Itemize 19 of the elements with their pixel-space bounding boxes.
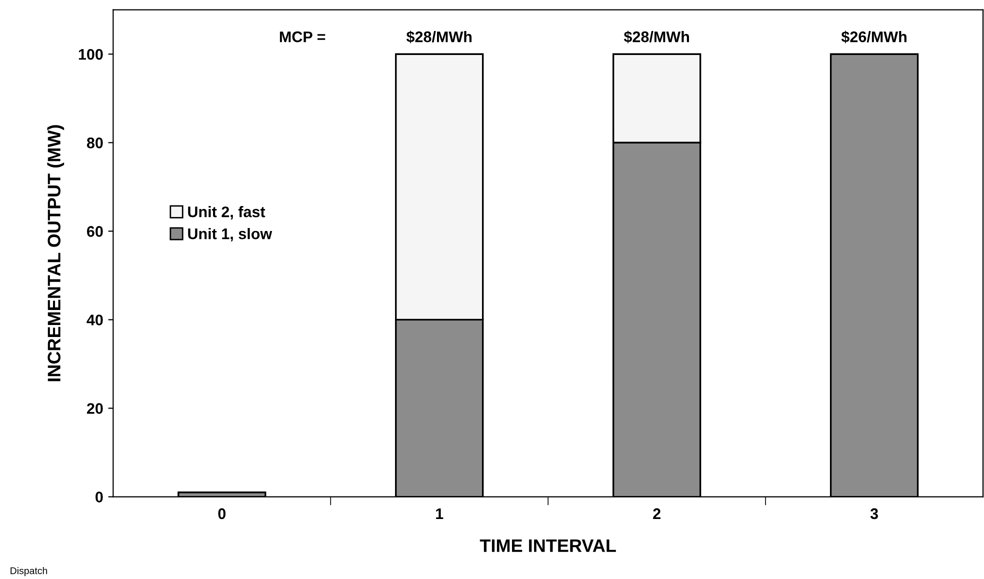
- text: Dispatch: [10, 567, 48, 576]
- legend-label: Unit 2, fast: [188, 206, 266, 220]
- annotation: $28/MWh: [406, 30, 472, 44]
- y-tick-label: 100: [78, 48, 103, 60]
- annotation: MCP =: [280, 31, 326, 42]
- y-axis-title: INCREMENTAL OUTPUT (MW): [47, 125, 64, 382]
- annotation: $26/MWh: [841, 30, 906, 44]
- x-tick-label: 3: [870, 508, 878, 520]
- y-tick-label: 0: [96, 492, 103, 502]
- y-tick-label: 80: [86, 138, 103, 148]
- y-tick-label: 20: [86, 403, 103, 414]
- x-tick-label: 0: [218, 508, 226, 520]
- x-tick-label: 1: [436, 508, 444, 519]
- x-tick-label: 2: [653, 508, 660, 519]
- y-tick-label: 60: [87, 226, 103, 237]
- y-tick-label: 40: [86, 314, 103, 326]
- x-axis-title: TIME INTERVAL: [480, 539, 616, 552]
- legend-label: Unit 1, slow: [188, 228, 272, 242]
- annotation: $28/MWh: [624, 30, 689, 44]
